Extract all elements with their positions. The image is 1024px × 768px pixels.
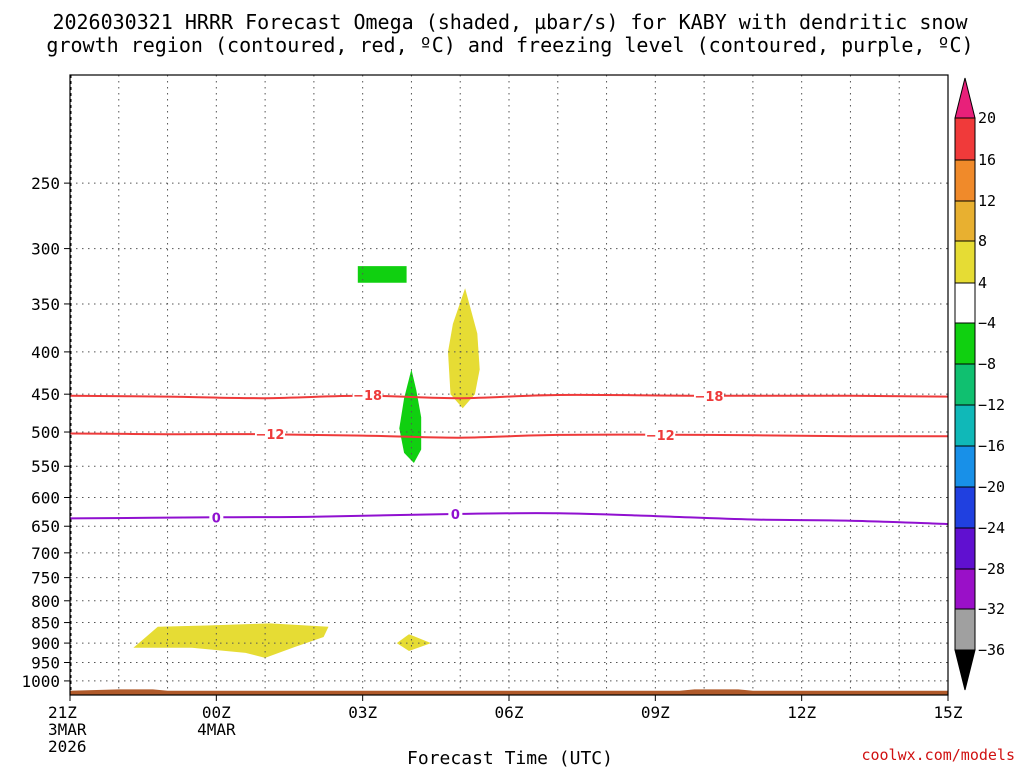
y-tick-label-850: 850 bbox=[31, 614, 60, 633]
colorbar-tick-label--4: −4 bbox=[978, 314, 996, 332]
x-tick-label-9-line-0: 06Z bbox=[495, 703, 524, 722]
freezing-level-contour-label-0: 0 bbox=[212, 511, 221, 526]
colorbar-band--20-to--16 bbox=[954, 445, 976, 488]
x-tick-label-0-line-0: 21Z bbox=[48, 703, 77, 722]
dgz-minus-18-contour-label-bg-1 bbox=[693, 388, 724, 403]
y-axis-tick-labels: 2503003504004505005506006507007508008509… bbox=[21, 174, 70, 691]
x-tick-label-6-line-0: 03Z bbox=[348, 703, 377, 722]
colorbar-band--24-to--20 bbox=[954, 486, 976, 529]
colorbar-band--32-to--28 bbox=[954, 568, 976, 610]
y-tick-label-500: 500 bbox=[31, 423, 60, 442]
contour-lines: −18 −18 −12 −12 0 0 bbox=[69, 387, 949, 526]
terrain-fill bbox=[70, 689, 948, 695]
y-tick-label-900: 900 bbox=[31, 634, 60, 653]
y-tick-label-550: 550 bbox=[31, 457, 60, 476]
plot-area: −18 −18 −12 −12 0 0 bbox=[69, 74, 949, 696]
dgz-minus-18-contour-label-bg-0 bbox=[352, 387, 383, 402]
dgz-minus-12-contour-label-bg-0 bbox=[254, 427, 285, 442]
colorbar-tick-label--20: −20 bbox=[978, 478, 1005, 496]
colorbar-band-8-to-12 bbox=[954, 200, 976, 242]
freezing-level-contour-label-1: 0 bbox=[451, 508, 460, 523]
x-tick-label-18-line-0: 15Z bbox=[934, 703, 963, 722]
y-tick-label-750: 750 bbox=[31, 569, 60, 588]
colorbar-band--16-to--12 bbox=[954, 404, 976, 447]
omega-ascent-upper-box bbox=[357, 266, 407, 283]
colorbar-tick-label--36: −36 bbox=[978, 641, 1005, 659]
colorbar-tick-label-12: 12 bbox=[978, 192, 996, 210]
grid-lines bbox=[70, 75, 948, 695]
dgz-minus-12-contour-label-bg-1 bbox=[645, 427, 676, 442]
dgz-minus-12-contour bbox=[69, 432, 949, 439]
colorbar-band-12-to-16 bbox=[954, 159, 976, 202]
colorbar-under-triangle bbox=[954, 649, 976, 691]
chart-title-line-2: growth region (contoured, red, ºC) and f… bbox=[46, 33, 973, 57]
dgz-minus-18-contour-label-0: −18 bbox=[353, 389, 382, 404]
colorbar-tick-label--8: −8 bbox=[978, 355, 996, 373]
colorbar-band--4-to-4 bbox=[954, 282, 976, 324]
y-tick-label-350: 350 bbox=[31, 295, 60, 314]
x-tick-label-0-line-1: 3MAR bbox=[48, 720, 87, 739]
y-tick-label-700: 700 bbox=[31, 544, 60, 563]
dgz-minus-18-contour bbox=[69, 393, 949, 400]
colorbar-over-triangle bbox=[954, 77, 976, 119]
omega-ascent-midlevel-plume bbox=[399, 369, 422, 463]
y-tick-label-400: 400 bbox=[31, 343, 60, 362]
x-axis-label: Forecast Time (UTC) bbox=[407, 748, 613, 768]
colorbar-band--8-to--4 bbox=[954, 322, 976, 365]
colorbar-band--12-to--8 bbox=[954, 363, 976, 406]
dgz-minus-12-contour-label-1: −12 bbox=[646, 429, 675, 444]
y-tick-label-250: 250 bbox=[31, 174, 60, 193]
omega-positive-low-level-band bbox=[133, 623, 329, 658]
x-tick-label-15-line-0: 12Z bbox=[787, 703, 816, 722]
terrain-layer bbox=[70, 689, 948, 695]
chart-title: 2026030321 HRRR Forecast Omega (shaded, … bbox=[46, 10, 973, 57]
x-tick-label-12-line-0: 09Z bbox=[641, 703, 670, 722]
plot-background bbox=[70, 75, 948, 695]
omega-shaded-regions bbox=[133, 266, 480, 658]
colorbar-tick-label--12: −12 bbox=[978, 396, 1005, 414]
freezing-level-contour bbox=[69, 512, 949, 525]
colorbar-band--28-to--24 bbox=[954, 527, 976, 570]
omega-positive-upper-plume bbox=[448, 288, 480, 409]
dgz-minus-18-contour-label-1: −18 bbox=[694, 390, 723, 405]
credit-text: coolwx.com/models bbox=[861, 746, 1015, 764]
y-tick-label-800: 800 bbox=[31, 592, 60, 611]
freezing-level-contour-label-bg-0 bbox=[209, 510, 224, 525]
y-tick-label-600: 600 bbox=[31, 488, 60, 507]
y-tick-label-450: 450 bbox=[31, 385, 60, 404]
colorbar: 20 16 12 8 4 −4 −8 −12 −16 −20 −24 −28 −32 −36 bbox=[954, 77, 1005, 691]
colorbar-band-16-to-20 bbox=[954, 117, 976, 161]
y-tick-label-950: 950 bbox=[31, 653, 60, 672]
colorbar-tick-label--32: −32 bbox=[978, 600, 1005, 618]
colorbar-tick-label-4: 4 bbox=[978, 274, 987, 292]
y-tick-label-300: 300 bbox=[31, 240, 60, 259]
colorbar-tick-label--28: −28 bbox=[978, 560, 1005, 578]
colorbar-tick-label-20: 20 bbox=[978, 109, 996, 127]
omega-positive-small-patch bbox=[396, 634, 431, 651]
colorbar-tick-label-16: 16 bbox=[978, 151, 996, 169]
chart-title-line-1: 2026030321 HRRR Forecast Omega (shaded, … bbox=[52, 10, 968, 34]
colorbar-tick-label--24: −24 bbox=[978, 519, 1005, 537]
dgz-minus-12-contour-label-0: −12 bbox=[255, 428, 284, 443]
colorbar-band-4-to-8 bbox=[954, 240, 976, 284]
y-tick-label-650: 650 bbox=[31, 517, 60, 536]
colorbar-tick-label--16: −16 bbox=[978, 437, 1005, 455]
x-tick-label-3-line-0: 00Z bbox=[202, 703, 231, 722]
freezing-level-contour-label-bg-1 bbox=[448, 506, 463, 521]
x-tick-label-0-line-2: 2026 bbox=[48, 737, 87, 756]
y-tick-label-1000: 1000 bbox=[21, 672, 60, 691]
colorbar-band--36-to--32 bbox=[954, 608, 976, 651]
colorbar-tick-label-8: 8 bbox=[978, 232, 987, 250]
x-tick-label-3-line-1: 4MAR bbox=[197, 720, 236, 739]
